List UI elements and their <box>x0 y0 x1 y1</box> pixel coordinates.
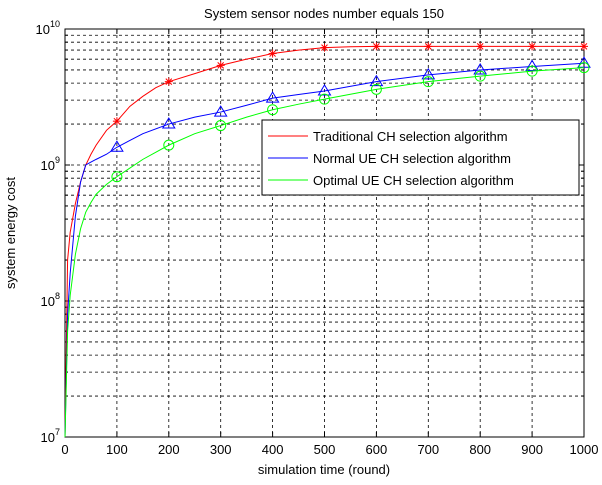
x-tick-labels: 0 100 200 300 400 500 600 700 800 900 1000 <box>61 442 598 457</box>
y-tick-label: 109 <box>41 155 60 173</box>
series-line <box>64 62 585 438</box>
asterisk-marker <box>372 42 381 51</box>
y-tick-exponent: 9 <box>55 155 60 165</box>
circle-marker <box>526 65 538 77</box>
x-tick-label: 500 <box>314 442 336 457</box>
asterisk-marker <box>216 61 225 70</box>
circle-marker <box>578 62 590 74</box>
y-tick-exponent: 7 <box>55 427 60 437</box>
x-axis-label: simulation time (round) <box>258 462 390 477</box>
legend-entry: Traditional CH selection algorithm <box>268 129 508 144</box>
circle-marker <box>267 104 279 116</box>
asterisk-marker <box>320 43 329 52</box>
x-tick-label: 1000 <box>570 442 599 457</box>
x-tick-label: 700 <box>417 442 439 457</box>
asterisk-marker <box>528 42 537 51</box>
legend-label: Normal UE CH selection algorithm <box>313 151 511 166</box>
y-tick-base: 10 <box>41 430 55 445</box>
triangle-marker <box>369 74 384 87</box>
legend-box <box>261 119 580 196</box>
x-tick-label: 800 <box>469 442 491 457</box>
x-tick-label: 400 <box>262 442 284 457</box>
legend-entry: Normal UE CH selection algorithm <box>268 151 511 166</box>
legend-label: Traditional CH selection algorithm <box>313 129 508 144</box>
series-lines <box>64 42 591 438</box>
asterisk-marker <box>424 42 433 51</box>
y-axis-label: system energy cost <box>3 177 18 289</box>
x-tick-label: 0 <box>61 442 68 457</box>
chart-title: System sensor nodes number equals 150 <box>204 6 444 21</box>
y-tick-base: 10 <box>41 294 55 309</box>
y-tick-exponent: 8 <box>55 291 60 301</box>
y-tick-exponent: 10 <box>50 19 60 29</box>
legend-entry: Optimal UE CH selection algorithm <box>268 173 514 188</box>
series-3 <box>64 62 590 438</box>
circle-marker <box>163 139 175 151</box>
series-line <box>64 67 585 438</box>
x-tick-label: 100 <box>106 442 128 457</box>
asterisk-marker <box>476 42 485 51</box>
triangle-marker <box>473 62 488 75</box>
asterisk-marker <box>268 49 277 58</box>
x-tick-label: 300 <box>210 442 232 457</box>
series-2 <box>64 56 591 438</box>
triangle-marker <box>213 105 228 117</box>
asterisk-marker <box>580 42 588 51</box>
triangle-marker <box>421 67 436 80</box>
circle-marker <box>474 70 486 82</box>
x-tick-label: 600 <box>366 442 388 457</box>
x-tick-label: 900 <box>521 442 543 457</box>
triangle-marker <box>525 59 539 71</box>
y-tick-base: 10 <box>36 22 50 37</box>
triangle-marker <box>110 140 124 152</box>
triangle-marker <box>161 117 176 129</box>
triangle-marker <box>265 91 280 103</box>
y-tick-label: 1010 <box>36 19 60 37</box>
legend-label: Optimal UE CH selection algorithm <box>313 173 514 188</box>
asterisk-marker <box>164 77 173 86</box>
circle-marker <box>319 93 330 105</box>
triangle-marker <box>577 56 591 68</box>
circle-marker <box>111 171 123 183</box>
x-tick-label: 200 <box>158 442 180 457</box>
triangle-marker <box>317 84 332 96</box>
y-tick-label: 108 <box>41 291 60 309</box>
circle-marker <box>422 76 434 88</box>
y-tick-base: 10 <box>41 158 55 173</box>
circle-marker <box>215 120 227 132</box>
y-tick-label: 107 <box>41 427 60 445</box>
circle-marker <box>370 83 382 95</box>
legend: Traditional CH selection algorithm Normal… <box>261 119 580 196</box>
asterisk-marker <box>112 117 121 126</box>
